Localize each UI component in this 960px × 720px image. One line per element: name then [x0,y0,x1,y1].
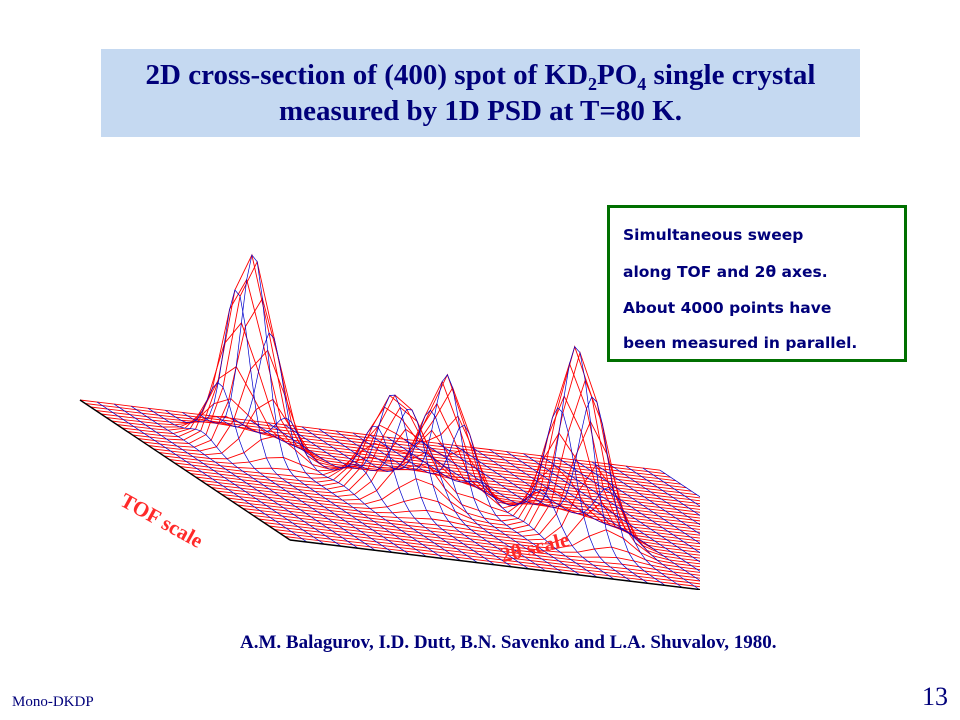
mesh-line-2theta [386,436,598,578]
mesh-line-2theta [113,403,325,545]
mesh-line-2theta [489,449,700,590]
mesh-line-2theta [165,382,376,551]
mesh-line-2theta [96,401,308,543]
mesh-line-2theta [369,424,581,576]
mesh-line-2theta [455,396,666,586]
mesh-line-2theta [540,455,700,563]
mesh-line-2theta [233,417,444,559]
mesh-line-2theta [591,461,700,535]
mesh-line-2theta [131,405,342,547]
mesh-line-2theta [335,409,547,572]
mesh-line-2theta [148,408,359,549]
mesh-line-tof [247,511,700,568]
credit-text: A.M. Balagurov, I.D. Dutt, B.N. Savenko … [240,632,777,653]
note-line: along TOF and 2θ axes. [623,263,828,281]
mesh-line-2theta [318,428,529,570]
slide-title-banner: 2D cross-section of (400) spot of KD2PO4… [101,49,860,137]
slide-title-line2: measured by 1D PSD at T=80 K. [279,95,682,127]
mesh-line-2theta [608,463,700,526]
mesh-line-2theta [625,465,700,516]
mesh-line-tof [106,415,687,489]
mesh-line-2theta [659,469,700,498]
surface-mesh-plot [79,253,700,590]
mesh-line-2theta [182,289,393,553]
mesh-line-2theta [352,373,564,574]
mesh-line-2theta [523,453,700,572]
mesh-line-2theta [472,447,683,588]
slide-title-line1: 2D cross-section of (400) spot of KD2PO4… [145,59,816,94]
mesh-line-2theta [557,457,700,554]
mesh-line-2theta [642,467,700,507]
mesh-line-2theta [216,332,427,557]
mesh-line-2theta [421,407,632,582]
mesh-line-2theta [199,254,410,555]
note-box: Simultaneous sweep along TOF and 2θ axes… [607,205,907,362]
mesh-line-tof [226,378,700,556]
note-line: About 4000 points have [623,299,832,317]
mesh-line-tof [253,515,700,571]
tof-axis-line [79,399,291,541]
two-theta-axis-line [289,539,700,590]
page-number: 13 [922,682,948,711]
note-line: Simultaneous sweep [623,226,804,244]
mesh-line-2theta [301,409,512,568]
mesh-line-2theta [284,394,495,566]
mesh-line-2theta [574,459,700,544]
mesh-line-2theta [267,422,478,563]
mesh-line-2theta [438,346,649,584]
mesh-line-2theta [506,451,700,582]
mesh-line-2theta [403,438,615,580]
note-line: been measured in parallel. [623,334,858,352]
footer-label: Mono-DKDP [12,694,94,710]
mesh-line-2theta [250,420,461,561]
